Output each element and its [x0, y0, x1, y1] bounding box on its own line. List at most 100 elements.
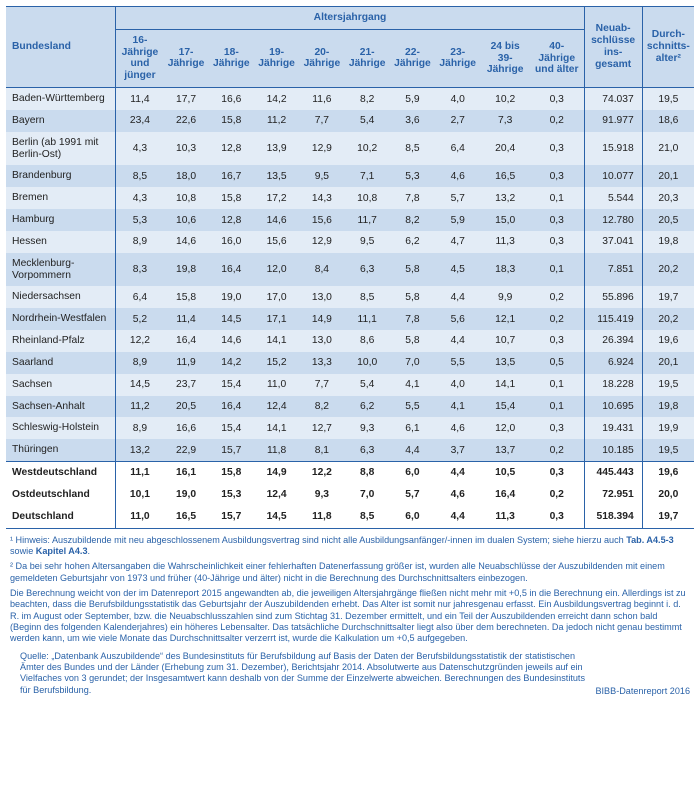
cell-neu: 7.851 — [584, 253, 642, 287]
cell-durch: 20,0 — [642, 484, 694, 506]
table-row: Hessen8,914,616,015,612,99,56,24,711,30,… — [6, 231, 694, 253]
cell: 13,5 — [254, 165, 299, 187]
cell: 19,0 — [163, 484, 208, 506]
cell: 4,4 — [435, 506, 480, 528]
cell: 11,8 — [299, 506, 344, 528]
cell: 0,2 — [530, 439, 584, 461]
cell: 10,0 — [345, 352, 390, 374]
cell-durch: 20,5 — [642, 209, 694, 231]
cell: 17,2 — [254, 187, 299, 209]
cell: 5,7 — [390, 484, 435, 506]
summary-row: Deutschland11,016,515,714,511,88,56,04,4… — [6, 506, 694, 528]
cell-neu: 12.780 — [584, 209, 642, 231]
cell: 8,9 — [116, 352, 163, 374]
cell: 11,3 — [480, 506, 530, 528]
cell: 4,7 — [435, 231, 480, 253]
cell: 8,2 — [299, 396, 344, 418]
cell: 14,2 — [254, 88, 299, 110]
cell: 4,1 — [390, 374, 435, 396]
cell: 14,1 — [254, 417, 299, 439]
cell: 7,8 — [390, 308, 435, 330]
cell-neu: 10.185 — [584, 439, 642, 461]
cell: 8,6 — [345, 330, 390, 352]
cell: 11,3 — [480, 231, 530, 253]
col-neu: Neuab- schlüsse ins- gesamt — [584, 7, 642, 88]
cell: 10,3 — [163, 132, 208, 166]
col-age-8: 24 bis 39- Jährige — [480, 29, 530, 87]
cell: 5,5 — [390, 396, 435, 418]
cell: 6,4 — [435, 132, 480, 166]
cell-durch: 20,3 — [642, 187, 694, 209]
cell: 15,4 — [480, 396, 530, 418]
table-row: Nordrhein-Westfalen5,211,414,517,114,911… — [6, 308, 694, 330]
cell: 8,3 — [116, 253, 163, 287]
cell: 10,8 — [345, 187, 390, 209]
cell: 10,2 — [480, 88, 530, 110]
cell: 11,2 — [116, 396, 163, 418]
cell-neu: 55.896 — [584, 286, 642, 308]
cell-durch: 19,8 — [642, 396, 694, 418]
cell: 12,9 — [299, 132, 344, 166]
cell: 13,7 — [480, 439, 530, 461]
row-label: Deutschland — [6, 506, 116, 528]
cell: 8,9 — [116, 231, 163, 253]
cell: 16,0 — [209, 231, 254, 253]
cell: 10,5 — [480, 462, 530, 484]
cell: 4,1 — [435, 396, 480, 418]
row-label: Brandenburg — [6, 165, 116, 187]
cell: 10,7 — [480, 330, 530, 352]
cell: 14,5 — [209, 308, 254, 330]
table-row: Bremen4,310,815,817,214,310,87,85,713,20… — [6, 187, 694, 209]
cell: 16,5 — [480, 165, 530, 187]
row-label: Westdeutschland — [6, 462, 116, 484]
col-age-0: 16- Jährige und jünger — [116, 29, 163, 87]
cell: 23,4 — [116, 110, 163, 132]
cell: 5,2 — [116, 308, 163, 330]
cell: 15,8 — [163, 286, 208, 308]
cell: 0,5 — [530, 352, 584, 374]
cell: 15,8 — [209, 462, 254, 484]
cell: 6,2 — [345, 396, 390, 418]
cell: 8,5 — [390, 132, 435, 166]
row-label: Saarland — [6, 352, 116, 374]
row-label: Hessen — [6, 231, 116, 253]
cell: 14,3 — [299, 187, 344, 209]
cell: 15,4 — [209, 417, 254, 439]
row-label: Sachsen — [6, 374, 116, 396]
cell: 5,5 — [435, 352, 480, 374]
cell: 10,2 — [345, 132, 390, 166]
cell: 5,3 — [116, 209, 163, 231]
cell-neu: 74.037 — [584, 88, 642, 110]
col-age-6: 22- Jährige — [390, 29, 435, 87]
cell: 5,9 — [390, 88, 435, 110]
cell: 23,7 — [163, 374, 208, 396]
cell: 15,8 — [209, 187, 254, 209]
cell: 15,2 — [254, 352, 299, 374]
cell: 12,1 — [480, 308, 530, 330]
cell-durch: 19,9 — [642, 417, 694, 439]
cell: 15,6 — [299, 209, 344, 231]
cell: 4,4 — [435, 462, 480, 484]
col-age-3: 19- Jährige — [254, 29, 299, 87]
cell: 14,6 — [209, 330, 254, 352]
table-row: Sachsen-Anhalt11,220,516,412,48,26,25,54… — [6, 396, 694, 418]
cell: 14,6 — [163, 231, 208, 253]
cell: 18,3 — [480, 253, 530, 287]
col-age-1: 17- Jährige — [163, 29, 208, 87]
cell: 4,6 — [435, 484, 480, 506]
cell: 12,7 — [299, 417, 344, 439]
cell: 5,8 — [390, 286, 435, 308]
cell: 8,5 — [345, 506, 390, 528]
cell: 13,0 — [299, 330, 344, 352]
cell-neu: 18.228 — [584, 374, 642, 396]
cell: 4,4 — [435, 330, 480, 352]
cell: 15,0 — [480, 209, 530, 231]
cell: 15,4 — [209, 374, 254, 396]
summary-row: Westdeutschland11,116,115,814,912,28,86,… — [6, 462, 694, 484]
cell: 3,6 — [390, 110, 435, 132]
cell: 14,5 — [116, 374, 163, 396]
row-label: Baden-Württemberg — [6, 88, 116, 110]
footnote-2: ² Da bei sehr hohen Altersangaben die Wa… — [10, 561, 690, 584]
row-label: Bayern — [6, 110, 116, 132]
cell: 17,0 — [254, 286, 299, 308]
